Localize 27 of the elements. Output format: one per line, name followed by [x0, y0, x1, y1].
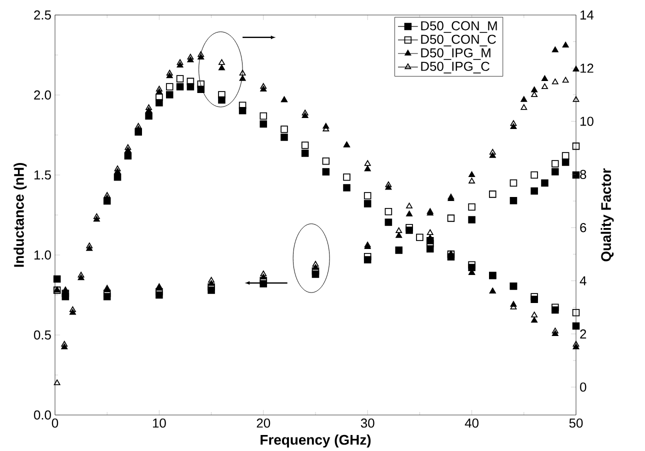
- x-tick-label: 30: [360, 418, 374, 428]
- x-axis-title: Frequency (GHz): [260, 434, 371, 448]
- y-tick-label: 2.0: [34, 90, 51, 100]
- y2-tick-label: 12: [580, 64, 594, 73]
- x-tick-label: 40: [464, 418, 478, 428]
- y-tick-label: 2.5: [34, 10, 51, 20]
- y2-tick-label: 10: [580, 116, 594, 126]
- legend-label: D50_IPG_M: [421, 48, 490, 60]
- y2-tick-label: 8: [580, 170, 586, 180]
- x-tick-label: 50: [569, 418, 583, 428]
- y2-axis-title: Quality Factor: [600, 168, 614, 262]
- legend-label: D50_CON_M: [421, 21, 497, 33]
- x-tick-label: 20: [256, 418, 270, 428]
- y-tick-label: 1.5: [34, 170, 51, 180]
- x-tick-label: 10: [152, 418, 166, 428]
- y-tick-label: 1.0: [34, 250, 51, 260]
- legend-label: D50_IPG_C: [421, 62, 490, 74]
- legend-label: D50_CON_C: [421, 34, 496, 46]
- x-tick-label: 0: [52, 418, 58, 428]
- y-axis-title: Inductance (nH): [14, 163, 27, 267]
- y-tick-label: 0.0: [34, 410, 51, 420]
- y2-tick-label: 14: [580, 10, 594, 20]
- y2-tick-label: 4: [580, 276, 586, 286]
- y-tick-label: 0.5: [34, 330, 51, 340]
- y2-tick-label: 6: [580, 223, 586, 232]
- y2-tick-label: 0: [580, 382, 586, 392]
- y2-tick-label: 2: [580, 329, 586, 339]
